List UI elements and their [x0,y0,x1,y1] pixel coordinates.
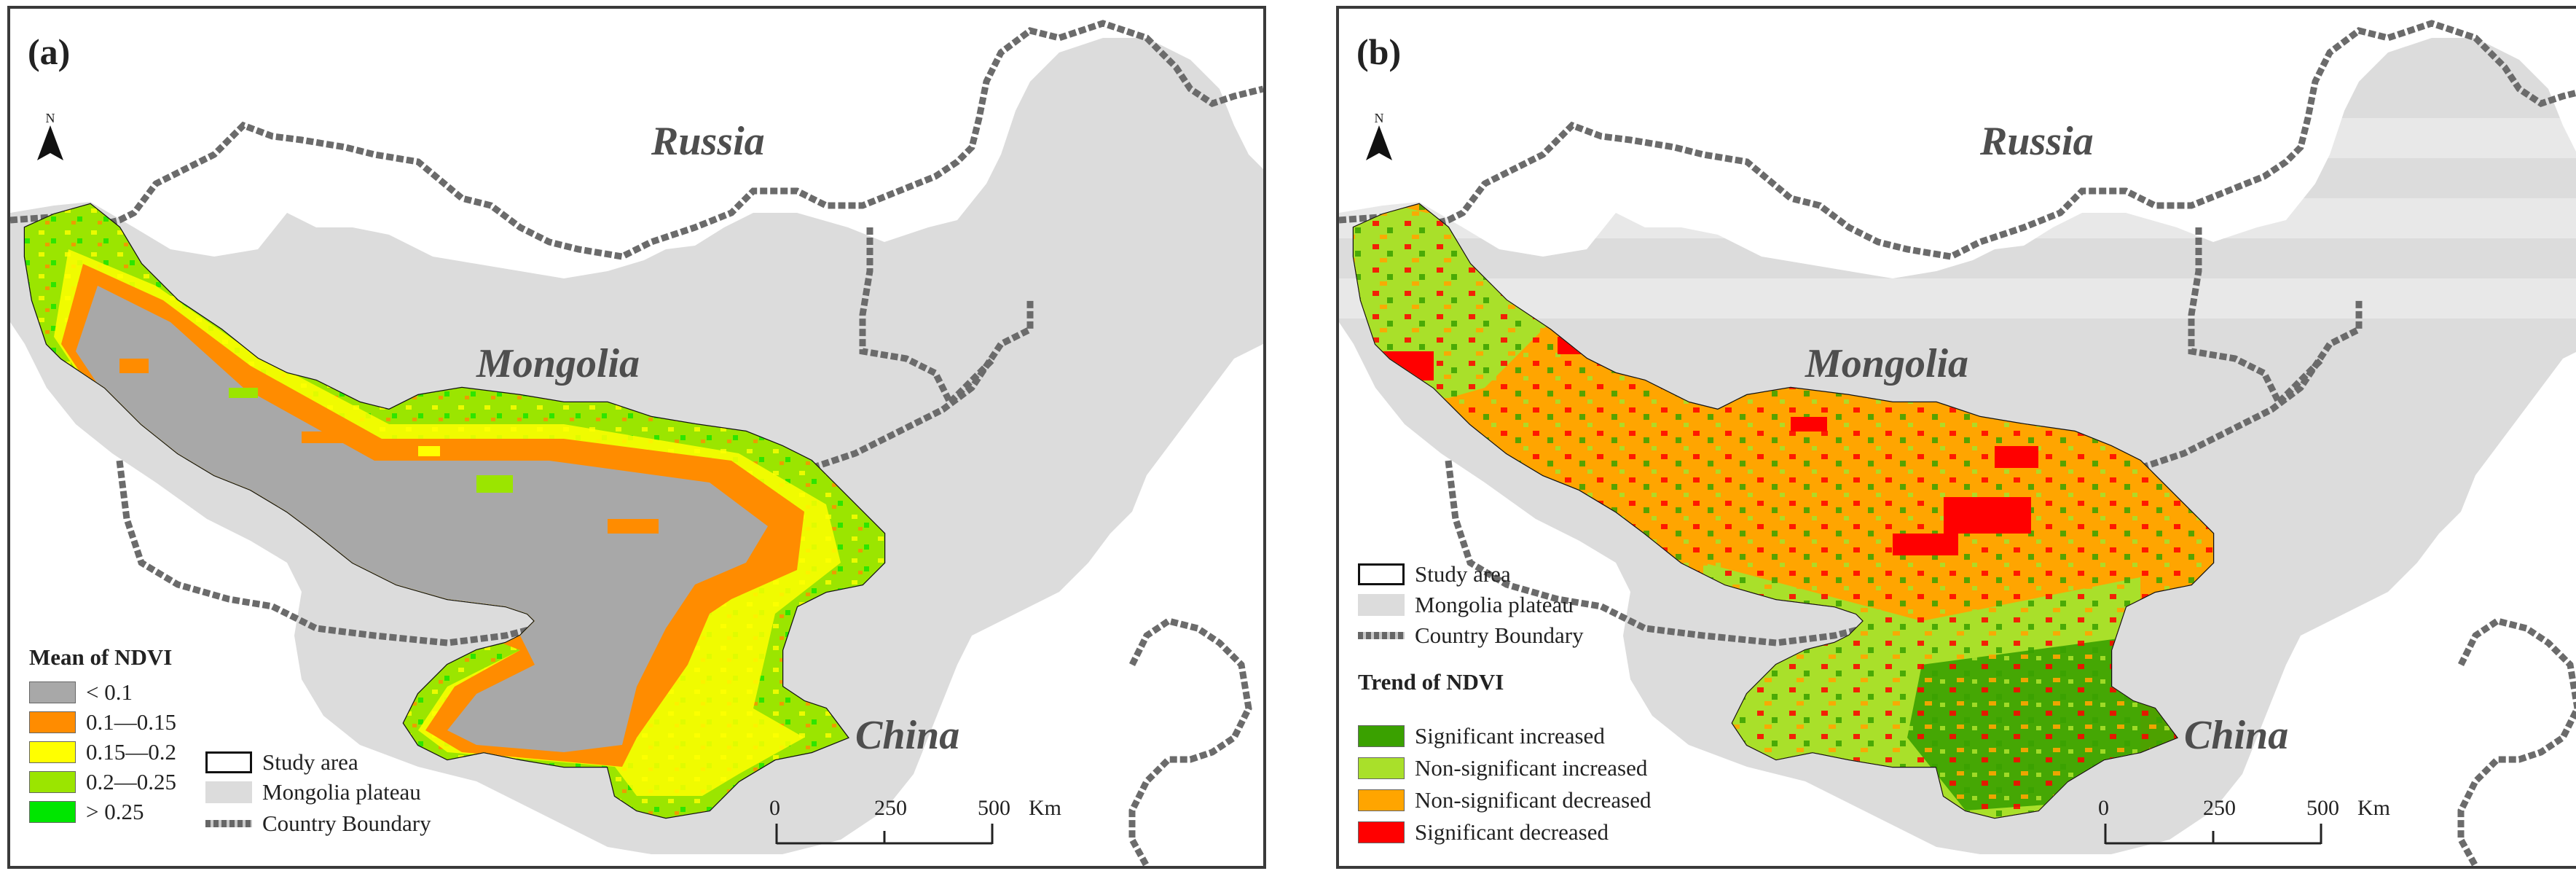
scale-tick-label: 0 [769,796,780,820]
latitude-band [1339,118,2576,158]
legend-item-class-3: Non-significant decreased [1358,787,1652,813]
legend-item-class-2: Non-significant increased [1358,755,1647,781]
country-label-russia: Russia [651,119,765,164]
legend-swatch [29,711,76,733]
panel-label: (b) [1356,31,1402,72]
map-canvas-b [1339,20,2576,866]
north-letter: N [1374,111,1384,125]
country-boundary-east [1128,617,1252,866]
legend-item-class-4: 0.2—0.25 [29,769,176,795]
north-arrow-icon [1366,125,1392,160]
scale-bar-line [2104,824,2322,845]
legend-item-class-4: Significant decreased [1358,819,1609,845]
latitude-band [1339,278,2576,319]
legend-label: Significant increased [1415,723,1605,749]
scale-tick-label: 250 [2203,796,2236,820]
scale-unit: Km [2357,796,2390,820]
legend-swatch [1358,563,1405,585]
legend-item-class-3: 0.15—0.2 [29,739,176,765]
legend-swatch [29,741,76,763]
legend-swatch [1358,789,1405,811]
legend-label: 0.15—0.2 [86,739,176,765]
north-arrow-icon [37,125,63,160]
legend-label: > 0.25 [86,799,144,824]
scale-tick-label: 500 [2306,796,2339,820]
legend-label: Non-significant decreased [1415,787,1652,813]
scale-unit: Km [1029,796,1061,820]
legend-item-class-5: > 0.25 [29,799,144,825]
panel-label: (a) [28,31,71,72]
legend-item-class-1: Significant increased [1358,723,1605,749]
legend-item-study-area: Study area [1358,561,1511,587]
scale-tick-label: 0 [2098,796,2109,820]
country-boundary-east [2457,617,2576,866]
north-arrow: N [1361,111,1397,165]
legend-swatch [29,801,76,823]
scale-bar-line [775,824,994,845]
legend-item-plateau: Mongolia plateau [205,779,421,805]
scale-bar: 0 250 500 Km [2098,796,2395,854]
legend-swatch [1358,632,1405,639]
legend-label: Study area [1415,561,1511,587]
russia-mongolia-boundary [10,20,1263,260]
legend-item-boundary: Country Boundary [1358,622,1584,649]
legend-label: 0.1—0.15 [86,709,176,735]
legend-label: Significant decreased [1415,819,1609,845]
north-arrow: N [32,111,68,165]
country-label-russia: Russia [1980,119,2094,164]
legend-swatch [205,820,252,827]
legend-title: Trend of NDVI [1358,669,1504,695]
legend-item-boundary: Country Boundary [205,811,431,837]
country-label-china: China [855,713,960,758]
country-label-mongolia: Mongolia [1805,341,1969,386]
legend-swatch [205,781,252,803]
legend-item-class-1: < 0.1 [29,679,133,706]
north-letter: N [45,111,55,125]
legend-swatch [205,751,252,773]
country-label-mongolia: Mongolia [476,341,640,386]
scale-bar: 0 250 500 Km [769,796,1067,854]
legend-swatch [29,771,76,793]
legend-label: 0.2—0.25 [86,769,176,794]
country-boundary-inner [2188,227,2325,408]
legend-swatch [1358,757,1405,779]
country-boundary-inner [859,227,997,408]
legend-item-study-area: Study area [205,749,358,776]
legend-label: Study area [262,749,358,775]
legend-item-plateau: Mongolia plateau [1358,592,1574,618]
map-panel-a: (a) Russia Mongolia China N Mean of NDVI… [7,6,1266,869]
legend-label: Country Boundary [1415,622,1584,648]
legend-label: Mongolia plateau [262,779,421,805]
latitude-band [1339,198,2576,238]
legend-swatch [1358,725,1405,747]
legend-label: Country Boundary [262,811,431,836]
legend-item-class-2: 0.1—0.15 [29,709,176,735]
legend-label: Mongolia plateau [1415,592,1574,617]
legend-swatch [1358,821,1405,843]
scale-tick-label: 500 [978,796,1010,820]
russia-mongolia-boundary [1339,20,2576,260]
legend-label: < 0.1 [86,679,133,705]
legend-swatch [29,681,76,703]
map-panel-b: (b) Russia Mongolia China N Study area M… [1336,6,2576,869]
scale-tick-label: 250 [874,796,907,820]
country-label-china: China [2184,713,2289,758]
legend-title: Mean of NDVI [29,644,173,670]
legend-swatch [1358,594,1405,616]
legend-label: Non-significant increased [1415,755,1648,781]
map-canvas-a [10,20,1263,866]
